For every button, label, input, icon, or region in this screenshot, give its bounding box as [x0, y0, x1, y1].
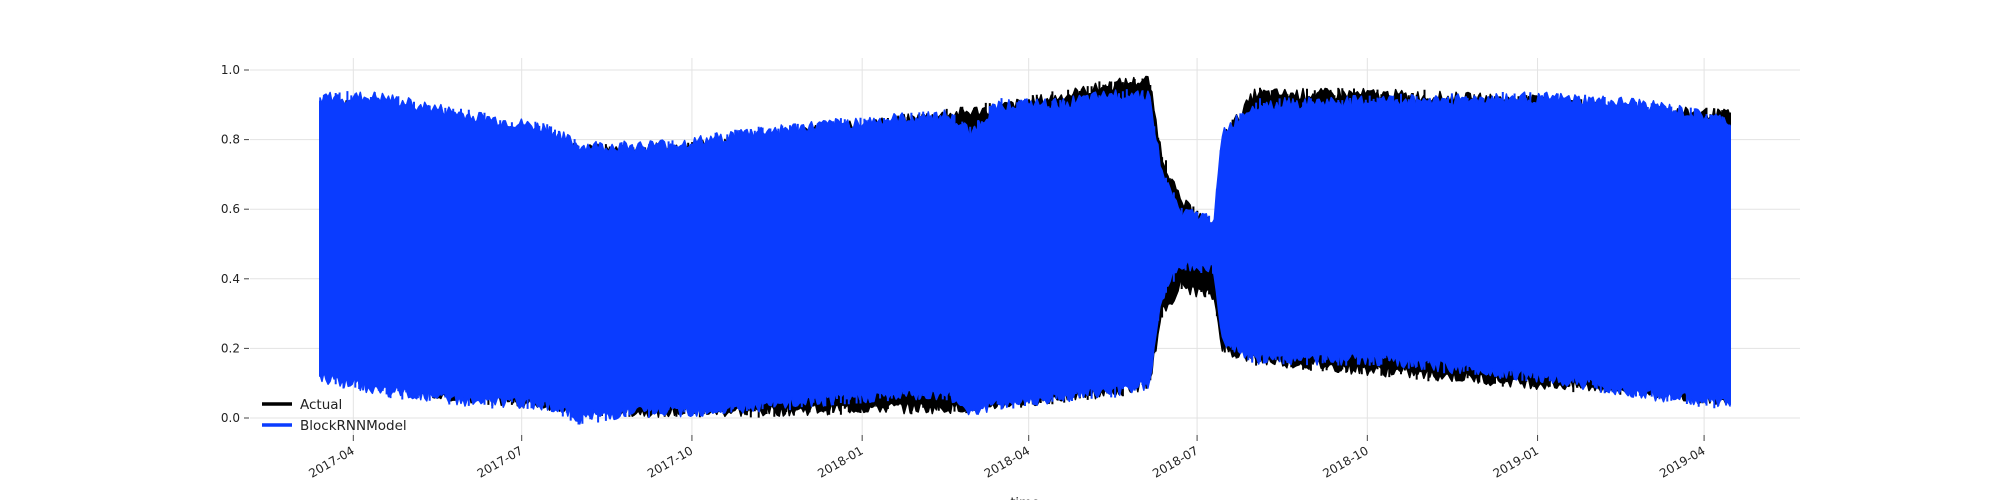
y-tick-label: 0.6 [221, 202, 240, 216]
x-tick-label: 2019-01 [1491, 443, 1541, 480]
x-tick-label: 2018-01 [815, 443, 865, 480]
x-tick-label: 2019-04 [1657, 443, 1707, 480]
legend-label-blockrnnmodel: BlockRNNModel [300, 418, 407, 434]
x-tick-label: 2018-04 [982, 443, 1032, 480]
legend-label-actual: Actual [300, 397, 342, 413]
x-tick-label: 2017-07 [475, 443, 525, 480]
y-tick-label: 0.8 [221, 133, 240, 147]
series-blockrnnmodel [319, 89, 1731, 425]
series-line-blockrnnmodel [319, 89, 1731, 425]
y-tick-label: 0.2 [221, 341, 240, 355]
x-axis-label: time [1010, 496, 1039, 500]
y-tick-label: 0.0 [221, 411, 240, 425]
legend: Actual BlockRNNModel [262, 397, 407, 434]
x-tick-label: 2017-10 [645, 443, 695, 480]
x-tick-label: 2018-10 [1320, 443, 1370, 480]
x-tick-label: 2017-04 [306, 443, 356, 480]
y-tick-label: 0.4 [221, 272, 240, 286]
x-tick-label: 2018-07 [1150, 443, 1200, 480]
series-layer [319, 75, 1731, 425]
y-tick-label: 1.0 [221, 63, 240, 77]
